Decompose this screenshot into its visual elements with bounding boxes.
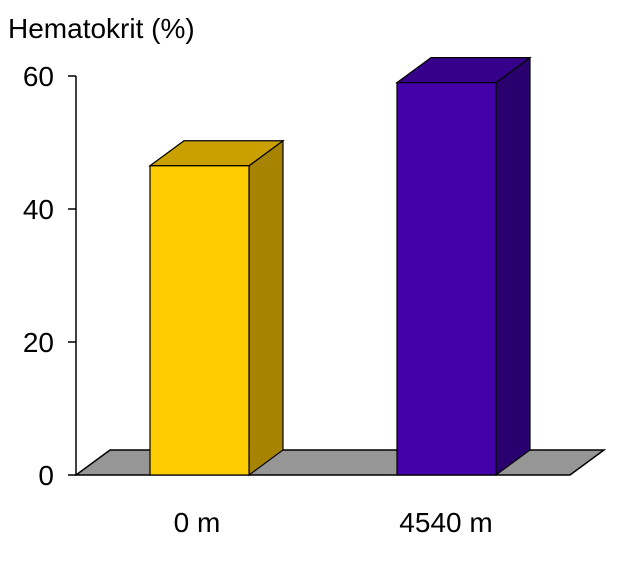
chart-title: Hematokrit (%)	[8, 13, 195, 44]
x-category-label: 4540 m	[399, 507, 492, 538]
x-category-label: 0 m	[174, 507, 221, 538]
bar-1	[149, 165, 250, 476]
bar-side-face	[495, 56, 531, 477]
bar-2	[396, 82, 497, 476]
y-tick-label: 0	[38, 460, 54, 491]
y-tick-label: 40	[23, 194, 54, 225]
bar-side-face	[248, 139, 284, 477]
y-tick-label: 20	[23, 327, 54, 358]
y-tick-label: 60	[23, 61, 54, 92]
